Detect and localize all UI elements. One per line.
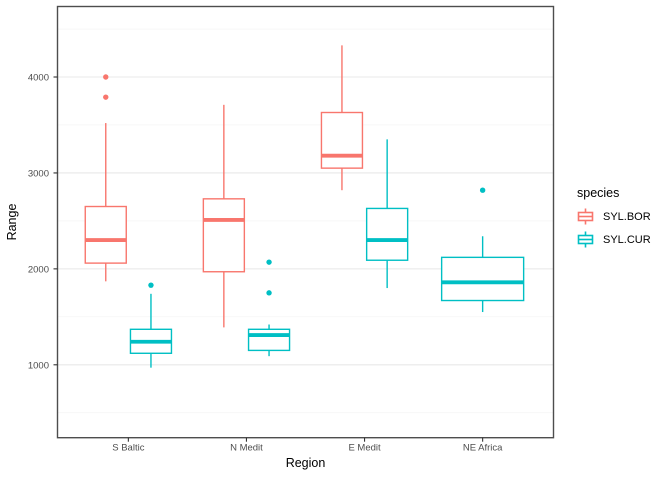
boxplot-SYL.CUR-S-Baltic (129, 282, 173, 368)
box-body (84, 205, 127, 264)
y-tick-label: 2000 (28, 264, 49, 275)
boxplot-series (84, 45, 525, 368)
boxplot-key-icon (577, 208, 594, 225)
legend-entry-syl-bor: SYL.BOR (576, 205, 651, 228)
boxplot-SYL.CUR-NE-Africa (440, 187, 525, 313)
boxplot-SYL.CUR-N-Medit (247, 259, 291, 357)
box-body (365, 207, 409, 261)
axis-tick-labels: 1000 2000 3000 4000 S Baltic N Medit E Medit NE… (28, 73, 503, 454)
legend-title: species (577, 186, 620, 200)
outlier-point (103, 74, 109, 80)
box-body (202, 198, 246, 273)
x-tick-label: S Baltic (112, 443, 144, 454)
axis-tick-marks (53, 76, 484, 442)
boxplot-key-icon (577, 231, 594, 248)
boxplot-SYL.BOR-S-Baltic (84, 74, 127, 282)
outlier-point (148, 282, 154, 288)
boxplot-SYL.BOR-E-Medit (320, 45, 364, 191)
x-tick-label: E Medit (348, 443, 381, 454)
legend: species SYL.BOR SYL.CUR (576, 186, 651, 251)
plot-panel (56, 5, 555, 439)
y-tick-label: 1000 (28, 360, 49, 371)
outlier-point (479, 187, 486, 193)
y-tick-label: 4000 (28, 73, 49, 84)
boxplot-SYL.CUR-E-Medit (365, 139, 409, 289)
outlier-point (103, 94, 109, 100)
x-tick-label: N Medit (230, 443, 263, 454)
y-axis-title: Range (5, 204, 19, 241)
box-body (440, 256, 525, 302)
legend-label: SYL.CUR (603, 233, 651, 246)
outlier-point (266, 259, 272, 265)
minor-gridlines (57, 28, 554, 414)
legend-label: SYL.BOR (603, 210, 651, 223)
legend-entry-syl-cur: SYL.CUR (576, 228, 651, 251)
outlier-point (266, 290, 272, 296)
x-tick-label: NE Africa (463, 443, 503, 454)
x-axis-title: Region (286, 456, 326, 470)
box-body (320, 111, 364, 169)
box-body (247, 328, 291, 352)
y-tick-label: 3000 (28, 168, 49, 179)
boxplot-SYL.BOR-N-Medit (202, 104, 246, 328)
